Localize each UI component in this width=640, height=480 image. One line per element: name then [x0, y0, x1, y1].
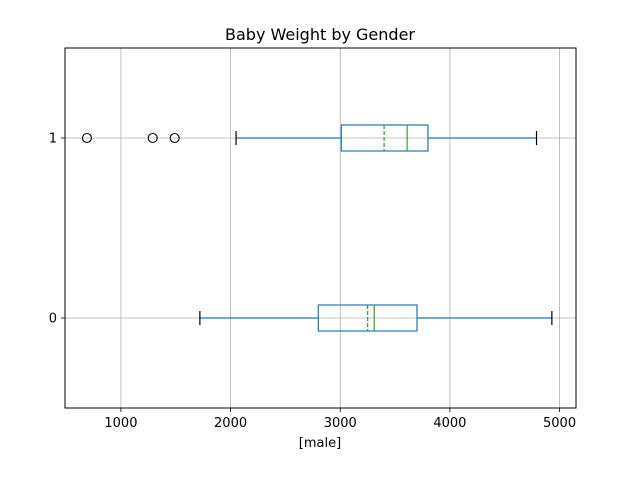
x-tick-label: 4000 — [433, 416, 466, 431]
plot-frame — [64, 47, 577, 409]
chart-title: Baby Weight by Gender — [225, 25, 415, 44]
outlier-point — [169, 132, 180, 144]
outlier-point — [81, 132, 92, 144]
y-tick-label: 1 — [49, 132, 57, 147]
outlier-point — [147, 132, 158, 144]
x-tick-label: 1000 — [104, 416, 137, 431]
x-tick-label: 3000 — [324, 416, 357, 431]
x-axis-label: [male] — [299, 436, 341, 451]
x-tick-label: 2000 — [214, 416, 247, 431]
grid — [65, 48, 576, 408]
x-tick-label: 5000 — [543, 416, 576, 431]
y-tick-label: 0 — [49, 312, 57, 327]
box-layer — [81, 124, 553, 332]
ticks: 1000 2000 3000 4000 5000 0 1 — [49, 132, 576, 432]
